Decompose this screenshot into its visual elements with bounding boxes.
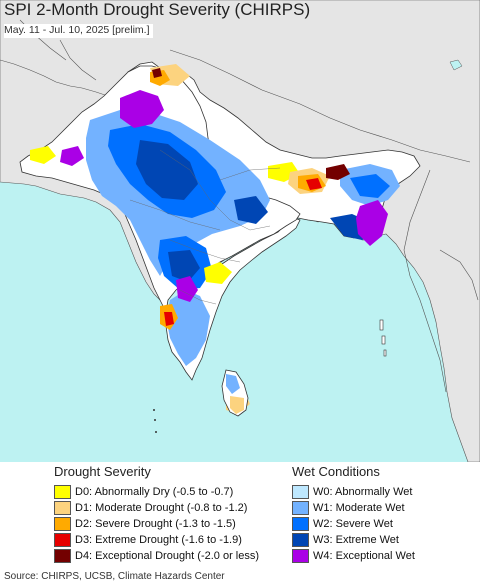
swatch-d2 bbox=[54, 517, 71, 531]
country-border-china bbox=[169, 49, 471, 163]
legend-item-d0: D0: Abnormally Dry (-0.5 to -0.7) bbox=[54, 484, 259, 500]
andaman-islands bbox=[379, 319, 387, 357]
sri-lanka-dry bbox=[230, 396, 244, 414]
legend-wet-column: Wet Conditions W0: Abnormally Wet W1: Mo… bbox=[292, 464, 415, 564]
wet-region-w4 bbox=[60, 90, 388, 302]
swatch-w2 bbox=[292, 517, 309, 531]
legend-item-w0: W0: Abnormally Wet bbox=[292, 484, 415, 500]
swatch-w3 bbox=[292, 533, 309, 547]
legend-label-w3: W3: Extreme Wet bbox=[313, 534, 399, 546]
swatch-d3 bbox=[54, 533, 71, 547]
legend-item-d1: D1: Moderate Drought (-0.8 to -1.2) bbox=[54, 500, 259, 516]
legend-label-d0: D0: Abnormally Dry (-0.5 to -0.7) bbox=[75, 486, 234, 498]
drought-region-d4 bbox=[152, 68, 350, 180]
legend-item-d2: D2: Severe Drought (-1.3 to -1.5) bbox=[54, 516, 259, 532]
swatch-w4 bbox=[292, 549, 309, 563]
drought-map bbox=[0, 0, 480, 462]
sri-lanka-wet bbox=[226, 374, 240, 394]
legend-item-w4: W4: Exceptional Wet bbox=[292, 548, 415, 564]
legend: Drought Severity D0: Abnormally Dry (-0.… bbox=[0, 462, 480, 570]
title-block: SPI 2-Month Drought Severity (CHIRPS) Ma… bbox=[4, 0, 310, 38]
legend-label-d1: D1: Moderate Drought (-0.8 to -1.2) bbox=[75, 502, 248, 514]
swatch-w1 bbox=[292, 501, 309, 515]
state-borders bbox=[129, 149, 281, 305]
legend-item-w1: W1: Moderate Wet bbox=[292, 500, 415, 516]
legend-item-d4: D4: Exceptional Drought (-2.0 or less) bbox=[54, 548, 259, 564]
swatch-d4 bbox=[54, 549, 71, 563]
legend-label-d2: D2: Severe Drought (-1.3 to -1.5) bbox=[75, 518, 236, 530]
swatch-d1 bbox=[54, 501, 71, 515]
drought-region-d3 bbox=[164, 178, 322, 326]
legend-drought-column: Drought Severity D0: Abnormally Dry (-0.… bbox=[54, 464, 259, 564]
legend-drought-heading: Drought Severity bbox=[54, 464, 151, 479]
legend-item-w3: W3: Extreme Wet bbox=[292, 532, 415, 548]
source-credit: Source: CHIRPS, UCSB, Climate Hazards Ce… bbox=[4, 571, 225, 582]
map-date-range: May. 11 - Jul. 10, 2025 [prelim.] bbox=[4, 24, 153, 38]
legend-label-w4: W4: Exceptional Wet bbox=[313, 550, 415, 562]
swatch-w0 bbox=[292, 485, 309, 499]
lake-icon bbox=[449, 59, 463, 71]
legend-label-w2: W2: Severe Wet bbox=[313, 518, 393, 530]
maldives-islands bbox=[153, 409, 157, 433]
legend-label-w0: W0: Abnormally Wet bbox=[313, 486, 413, 498]
legend-wet-heading: Wet Conditions bbox=[292, 464, 380, 479]
legend-label-w1: W1: Moderate Wet bbox=[313, 502, 405, 514]
country-border-thailand bbox=[439, 249, 479, 301]
map-title: SPI 2-Month Drought Severity (CHIRPS) bbox=[4, 0, 311, 19]
legend-label-d4: D4: Exceptional Drought (-2.0 or less) bbox=[75, 550, 260, 562]
legend-label-d3: D3: Extreme Drought (-1.6 to -1.9) bbox=[75, 534, 242, 546]
legend-item-w2: W2: Severe Wet bbox=[292, 516, 415, 532]
swatch-d0 bbox=[54, 485, 71, 499]
country-border-myanmar bbox=[403, 169, 447, 393]
legend-item-d3: D3: Extreme Drought (-1.6 to -1.9) bbox=[54, 532, 259, 548]
